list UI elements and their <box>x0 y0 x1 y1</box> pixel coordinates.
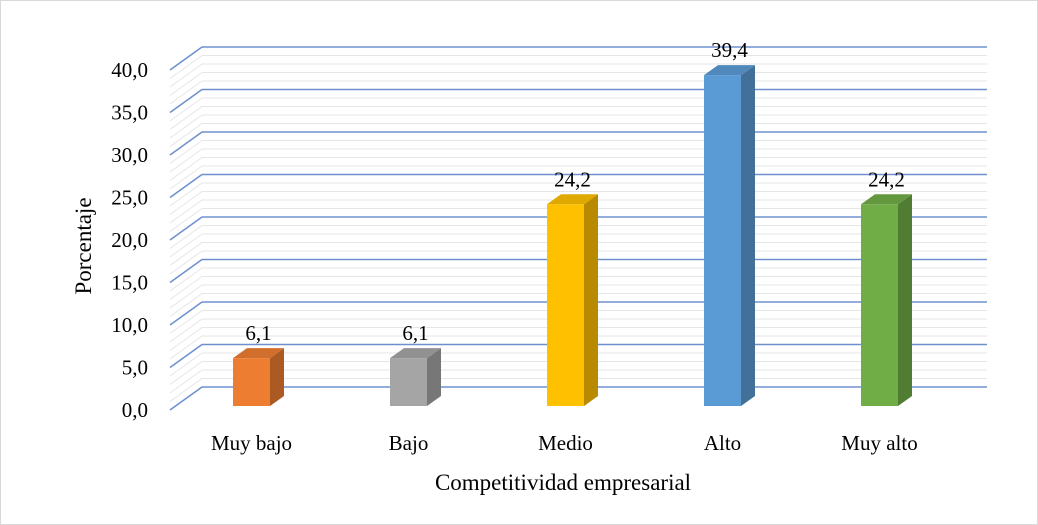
bar-top <box>704 65 755 76</box>
y-tick-labels: 0,0 5,0 10,0 15,0 20,0 25,0 30,0 35,0 40,0 <box>111 58 148 422</box>
y-axis-title: Porcentaje <box>71 197 96 294</box>
bar-front <box>233 358 270 406</box>
minor-gridline-side <box>169 293 203 317</box>
minor-gridline-side <box>169 327 203 351</box>
bar-bajo <box>390 348 441 406</box>
bar-front <box>704 75 741 406</box>
x-tick-label: Bajo <box>389 431 429 455</box>
data-label: 24,2 <box>868 167 905 191</box>
x-tick-label: Muy alto <box>841 431 917 455</box>
major-gridline-side <box>169 386 203 411</box>
bar-top <box>547 194 598 205</box>
minor-gridline-side <box>169 97 203 122</box>
minor-gridline-side <box>169 318 203 343</box>
bar-front <box>861 204 898 406</box>
bar-front <box>390 358 427 406</box>
minor-gridline-side <box>169 55 203 79</box>
bar-top <box>390 348 441 359</box>
y-tick-label: 15,0 <box>111 271 148 295</box>
minor-gridline-side <box>169 123 203 147</box>
bar-muy-alto <box>861 194 912 406</box>
minor-gridline-side <box>169 63 203 88</box>
minor-gridline-side <box>169 361 203 385</box>
minor-gridline-side <box>169 352 203 377</box>
minor-gridline-side <box>169 191 203 215</box>
major-gridline-side <box>169 301 203 326</box>
minor-gridline-side <box>169 80 203 105</box>
minor-gridline-side <box>169 114 203 139</box>
y-tick-label: 20,0 <box>111 228 148 252</box>
data-label: 24,2 <box>554 167 591 191</box>
major-gridline-side <box>169 88 203 114</box>
bar-front <box>547 204 584 406</box>
x-axis-title: Competitividad empresarial <box>435 470 691 495</box>
bar-top <box>861 194 912 205</box>
x-tick-label: Muy bajo <box>211 431 292 455</box>
bar-muy-bajo <box>233 348 284 406</box>
minor-gridline-side <box>169 284 203 309</box>
bar-side <box>584 194 598 406</box>
minor-gridline-side <box>169 106 203 130</box>
minor-gridline-side <box>169 242 203 266</box>
minor-gridline-side <box>169 233 203 258</box>
minor-gridline-side <box>169 140 203 164</box>
minor-gridline-side <box>169 148 203 173</box>
minor-gridline-side <box>169 165 203 190</box>
minor-gridline-side <box>169 208 203 232</box>
bar-side <box>270 348 284 406</box>
minor-gridline-side <box>169 335 203 360</box>
y-tick-label: 10,0 <box>111 313 148 337</box>
y-tick-label: 30,0 <box>111 143 148 167</box>
y-tick-label: 0,0 <box>122 398 148 422</box>
bar-alto <box>704 65 755 406</box>
minor-gridline-side <box>169 72 203 96</box>
y-tick-label: 5,0 <box>122 356 148 380</box>
bar-medio <box>547 194 598 406</box>
bar-top <box>233 348 284 359</box>
y-tick-label: 40,0 <box>111 58 148 82</box>
major-gridline-side <box>169 216 203 241</box>
minor-gridline-side <box>169 199 203 224</box>
data-label: 39,4 <box>711 38 748 62</box>
minor-gridline-side <box>169 157 203 181</box>
minor-gridline-side <box>169 369 203 394</box>
major-gridline-side <box>169 131 203 156</box>
y-tick-label: 25,0 <box>111 186 148 210</box>
minor-gridline-side <box>169 276 203 300</box>
minor-gridline-side <box>169 182 203 207</box>
minor-gridline-side <box>169 267 203 292</box>
x-tick-label: Medio <box>538 431 593 455</box>
minor-gridline-side <box>169 378 203 402</box>
x-tick-labels: Muy bajo Bajo Medio Alto Muy alto <box>211 431 918 455</box>
major-gridline-side <box>169 258 203 284</box>
data-label: 6,1 <box>245 321 271 345</box>
major-gridline-side <box>169 46 203 71</box>
minor-gridline-side <box>169 250 203 275</box>
x-tick-label: Alto <box>704 431 741 455</box>
minor-gridline-side <box>169 310 203 334</box>
bars <box>233 65 912 406</box>
major-gridline-side <box>169 343 203 369</box>
major-gridline-side <box>169 173 203 199</box>
bar-side <box>427 348 441 406</box>
bar-side <box>741 65 755 406</box>
minor-gridline-side <box>169 225 203 249</box>
bar-side <box>898 194 912 406</box>
data-labels: 6,1 6,1 24,2 39,4 24,2 <box>245 38 905 345</box>
data-label: 6,1 <box>402 321 428 345</box>
y-tick-label: 35,0 <box>111 101 148 125</box>
